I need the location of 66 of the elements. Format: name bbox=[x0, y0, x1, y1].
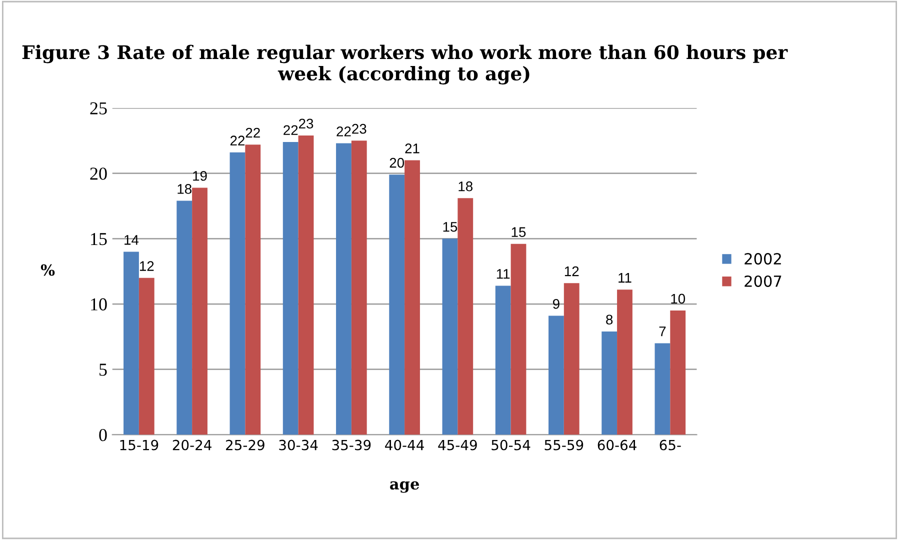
data-label: 21 bbox=[405, 144, 420, 154]
bar bbox=[495, 286, 511, 435]
bar bbox=[230, 152, 246, 435]
y-axis-title: % bbox=[40, 264, 55, 276]
data-label: 11 bbox=[618, 273, 632, 283]
bar bbox=[176, 200, 192, 435]
data-label: 22 bbox=[284, 125, 298, 135]
legend-label: 2007 bbox=[744, 275, 782, 287]
data-label: 10 bbox=[671, 294, 686, 304]
data-label: 22 bbox=[230, 136, 245, 146]
bar bbox=[510, 244, 526, 435]
bar bbox=[245, 144, 261, 435]
data-label: 18 bbox=[178, 184, 192, 194]
data-label: 18 bbox=[458, 181, 472, 192]
x-axis-title: age bbox=[390, 481, 420, 493]
data-label: 19 bbox=[193, 170, 207, 181]
data-label: 15 bbox=[443, 222, 458, 232]
data-label: 20 bbox=[390, 158, 404, 168]
x-tick-label: 65- bbox=[660, 440, 681, 450]
x-tick-label: 40-44 bbox=[385, 440, 424, 450]
data-label: 14 bbox=[124, 235, 139, 245]
bar bbox=[548, 316, 564, 435]
x-tick-label: 50-54 bbox=[492, 440, 530, 450]
bar bbox=[564, 283, 580, 435]
data-label: 12 bbox=[564, 266, 579, 276]
data-label: 7 bbox=[659, 326, 666, 336]
x-tick-label: 30-34 bbox=[279, 440, 318, 450]
bar bbox=[458, 198, 474, 435]
data-label: 22 bbox=[336, 126, 351, 136]
x-tick-label: 45-49 bbox=[438, 440, 477, 450]
x-tick-label: 25-29 bbox=[226, 440, 264, 450]
data-label: 9 bbox=[553, 299, 560, 309]
data-label: 8 bbox=[606, 314, 613, 325]
bar bbox=[602, 331, 618, 435]
bar bbox=[351, 140, 367, 435]
bar bbox=[124, 252, 139, 435]
x-tick-label: 35-39 bbox=[332, 440, 371, 450]
legend-label: 2002 bbox=[744, 253, 781, 265]
data-label: 11 bbox=[496, 269, 510, 279]
bar bbox=[192, 188, 208, 435]
bar bbox=[282, 142, 298, 435]
y-tick-label: 10 bbox=[91, 298, 107, 310]
data-label: 22 bbox=[246, 128, 260, 138]
bar bbox=[404, 160, 420, 435]
bar bbox=[336, 143, 352, 435]
bar bbox=[617, 290, 632, 435]
bar bbox=[442, 238, 458, 435]
data-label: 15 bbox=[512, 227, 526, 237]
y-tick-label: 0 bbox=[99, 428, 107, 442]
data-label: 12 bbox=[140, 261, 154, 271]
x-tick-label: 15-19 bbox=[120, 440, 158, 450]
bar bbox=[654, 343, 670, 435]
x-tick-label: 20-24 bbox=[172, 440, 212, 450]
bar bbox=[138, 278, 154, 435]
chart-title: Figure 3 Rate of male regular workers who work more than 60 hours per week (according to age) bbox=[22, 44, 788, 84]
data-label: 23 bbox=[298, 118, 314, 129]
bar bbox=[298, 135, 314, 435]
data-label: 23 bbox=[352, 124, 366, 134]
y-tick-label: 20 bbox=[90, 168, 107, 180]
y-tick-label: 25 bbox=[90, 102, 107, 114]
bar bbox=[389, 174, 405, 435]
bar bbox=[670, 310, 686, 435]
y-tick-label: 15 bbox=[91, 233, 107, 246]
y-tick-label: 5 bbox=[100, 364, 107, 376]
x-tick-label: 55-59 bbox=[544, 440, 584, 450]
x-tick-label: 60-64 bbox=[598, 440, 636, 450]
